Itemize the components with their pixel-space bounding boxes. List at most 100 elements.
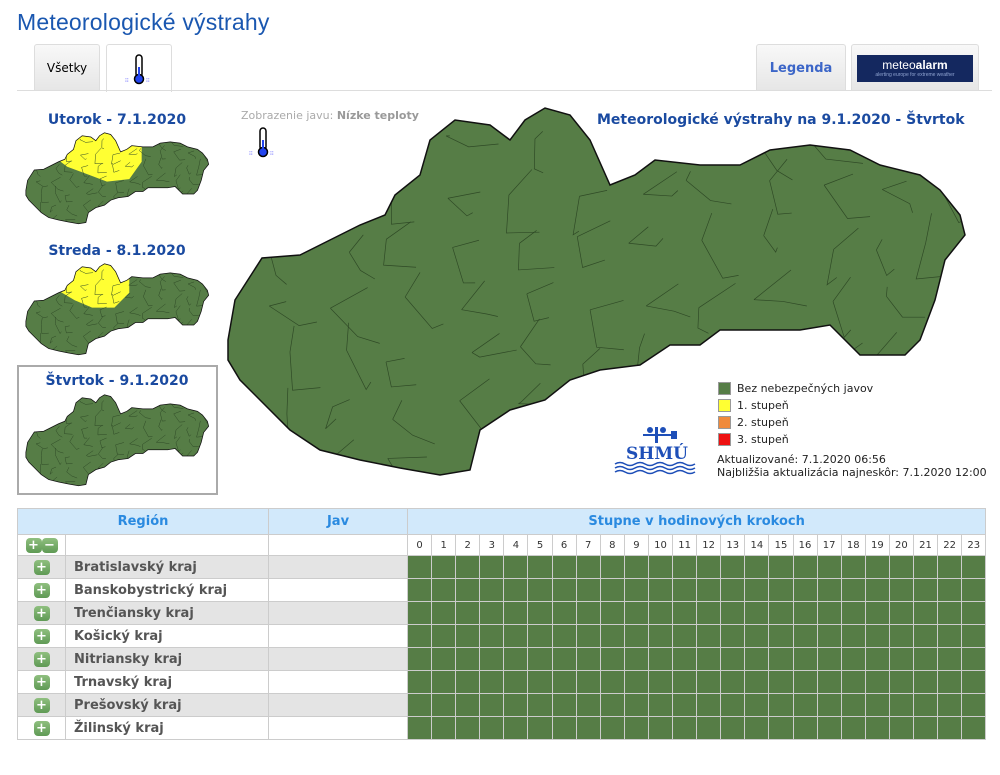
district-border (79, 270, 93, 274)
district-border (445, 135, 499, 148)
district-border (124, 348, 129, 355)
district-border (685, 171, 732, 205)
tab-all[interactable]: Všetky (34, 44, 100, 91)
slovakia-warning-map[interactable] (225, 105, 970, 480)
district-border (111, 414, 120, 427)
hour-level-cell (744, 624, 770, 648)
district-border (55, 426, 63, 438)
hour-level-cell (455, 601, 481, 625)
district-border (64, 422, 73, 435)
district-border (53, 278, 64, 290)
hour-level-cell (792, 647, 818, 671)
hour-level-cell (503, 693, 529, 717)
hour-level-cell (864, 647, 890, 671)
district-border (99, 175, 107, 186)
expand-region-button[interactable]: + (33, 628, 50, 644)
district-border (146, 188, 158, 194)
hour-level-cell (479, 624, 505, 648)
region-name[interactable]: Trnavský kraj (65, 670, 269, 694)
district-border (40, 317, 49, 335)
map-region-area (228, 108, 965, 475)
expand-cell: + (17, 578, 66, 602)
hour-level-cell (599, 578, 625, 602)
district-border (769, 159, 792, 215)
expand-region-button[interactable]: + (33, 697, 50, 713)
hour-level-cell (744, 693, 770, 717)
hour-level-cell (575, 647, 601, 671)
district-border (886, 286, 926, 318)
district-border (124, 134, 132, 149)
hour-level-cell (527, 601, 553, 625)
tab-legend[interactable]: Legenda (756, 44, 846, 91)
empty-cell (268, 534, 408, 556)
district-border (520, 318, 551, 366)
region-phenomenon (268, 555, 408, 579)
district-border (38, 217, 48, 224)
expand-region-button[interactable]: + (33, 651, 50, 667)
district-border (572, 190, 608, 236)
country-border (25, 394, 210, 487)
hour-level-cell (406, 555, 433, 579)
phenomenon-label: Zobrazenie javu: (241, 109, 334, 122)
hour-level-cell (816, 555, 842, 579)
district-border (79, 401, 93, 405)
meteoalarm-link[interactable]: meteoalarm alerting europe for extreme we… (851, 44, 979, 91)
day-map-wednesday[interactable] (25, 263, 210, 356)
district-border (83, 175, 93, 185)
collapse-all-button[interactable]: − (41, 537, 58, 553)
district-border (643, 171, 679, 197)
day-selected-box[interactable] (17, 365, 218, 495)
expand-region-button[interactable]: + (33, 559, 50, 575)
page-title: Meteorologické výstrahy (17, 9, 270, 35)
district-border (40, 448, 49, 466)
district-border (81, 427, 89, 439)
hour-level-cell (406, 670, 433, 694)
empty-cell (65, 534, 269, 556)
hour-level-cell (551, 670, 577, 694)
district-border (98, 446, 106, 459)
country-border (227, 107, 966, 476)
hour-level-cell (575, 670, 601, 694)
expand-region-button[interactable]: + (33, 720, 50, 736)
district-border (36, 265, 47, 281)
hour-level-cell (912, 693, 939, 717)
district-border (124, 217, 129, 224)
hour-level-cell (768, 716, 794, 740)
district-border (143, 158, 153, 176)
region-name[interactable]: Bratislavský kraj (65, 555, 269, 579)
district-border (159, 145, 166, 160)
day-map-tuesday[interactable] (25, 132, 210, 225)
region-name[interactable]: Prešovský kraj (65, 693, 269, 717)
expand-all-button[interactable]: + (25, 537, 42, 553)
legend-item: 2. stupeň (718, 414, 873, 431)
expand-region-button[interactable]: + (33, 674, 50, 690)
hour-level-cell (406, 716, 433, 740)
hour-level-cell (744, 555, 770, 579)
district-border (86, 480, 99, 486)
district-border (146, 319, 158, 325)
district-border (124, 265, 132, 280)
hour-level-cell (479, 578, 505, 602)
district-border (125, 424, 134, 430)
tab-low-temperature[interactable]: ⁝⁝ ⁝⁝ (106, 44, 172, 92)
day-map-thursday[interactable] (25, 394, 210, 487)
region-name[interactable]: Nitriansky kraj (65, 647, 269, 671)
region-name[interactable]: Žilinský kraj (65, 716, 269, 740)
expand-region-button[interactable]: + (33, 582, 50, 598)
district-border (156, 320, 165, 334)
hour-level-cell (503, 555, 529, 579)
district-border (49, 335, 57, 344)
hour-level-cell (720, 555, 746, 579)
region-name[interactable]: Banskobystrický kraj (65, 578, 269, 602)
district-border (346, 322, 372, 391)
region-name[interactable]: Košický kraj (65, 624, 269, 648)
hour-level-cell (406, 578, 433, 602)
expand-region-button[interactable]: + (33, 605, 50, 621)
district-border (518, 230, 555, 271)
district-border (66, 205, 78, 217)
hour-level-cell (696, 647, 722, 671)
district-border (40, 149, 49, 161)
district-border (397, 133, 434, 143)
hour-level-cell (479, 670, 505, 694)
region-name[interactable]: Trenčiansky kraj (65, 601, 269, 625)
